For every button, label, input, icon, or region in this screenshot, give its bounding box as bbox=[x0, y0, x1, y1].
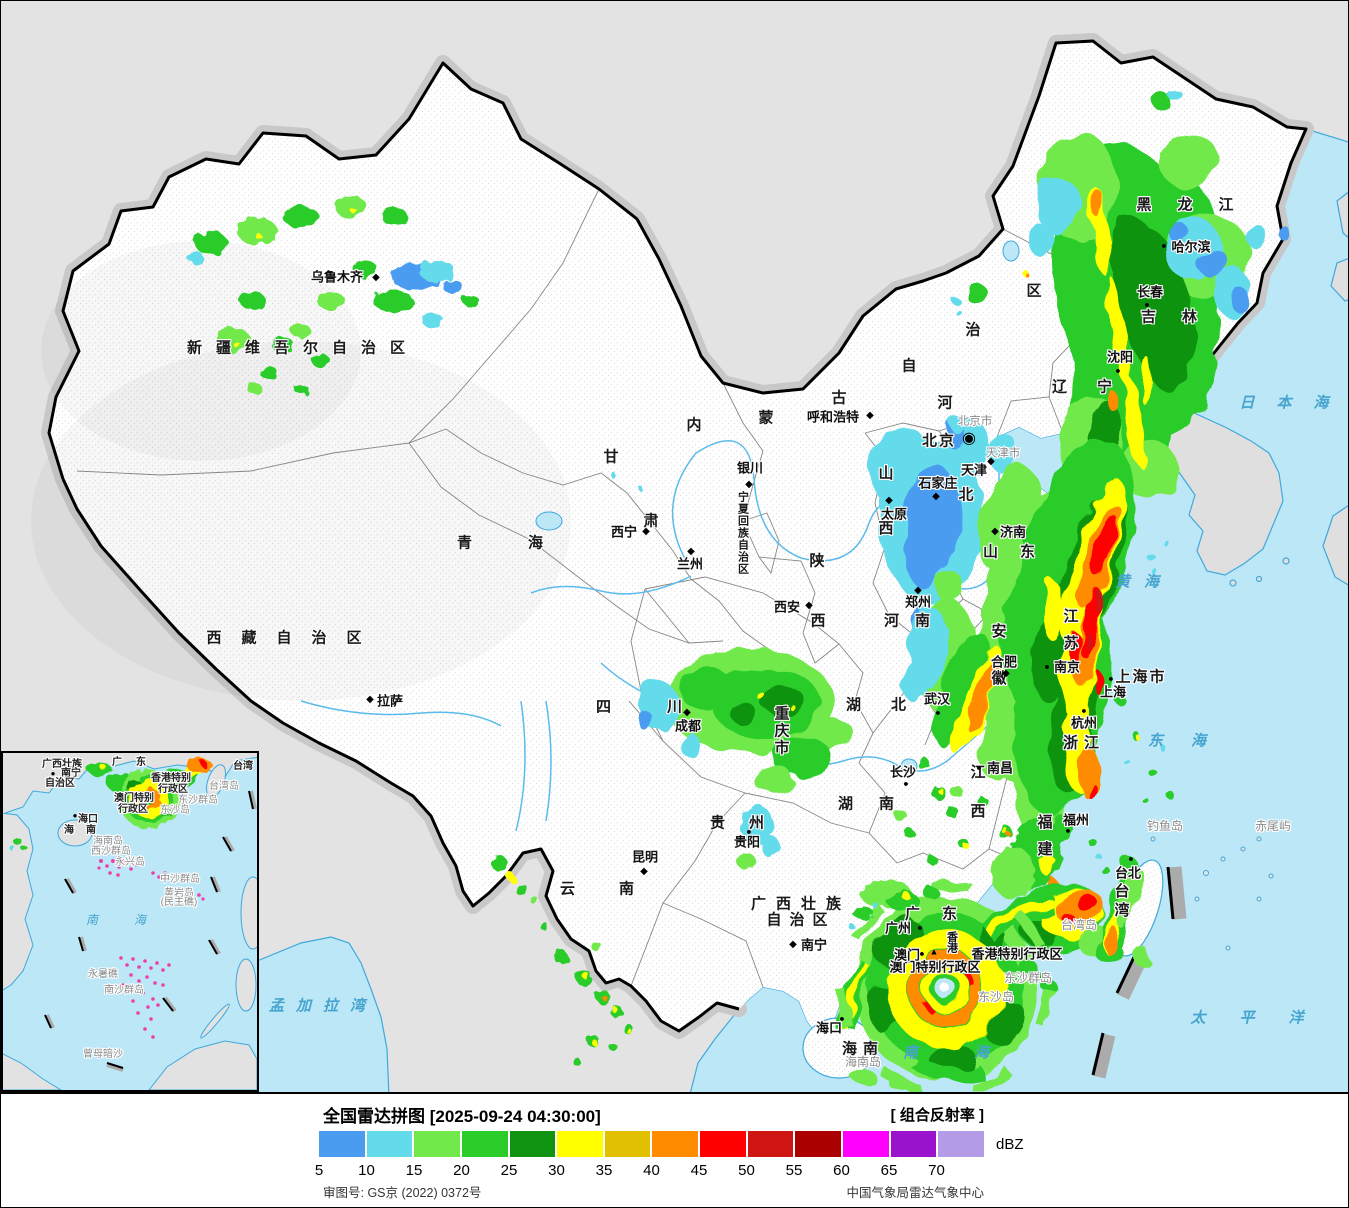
map-approval-number: 审图号: GS京 (2022) 0372号 bbox=[323, 1186, 482, 1200]
dbz-swatch-70 bbox=[938, 1131, 984, 1157]
dbz-swatch-60 bbox=[843, 1131, 889, 1157]
dbz-swatch-25 bbox=[509, 1131, 556, 1157]
radar-echo-guangdong-north bbox=[848, 880, 939, 929]
dbz-tick-labels: 5 10 15 20 25 30 35 40 45 50 55 60 65 70 bbox=[315, 1162, 984, 1180]
dbz-unit-label: dBZ bbox=[996, 1136, 1024, 1153]
japan-land-fragments bbox=[1229, 191, 1348, 587]
dbz-tick-5: 5 bbox=[314, 1162, 324, 1179]
dbz-swatch-65 bbox=[890, 1131, 937, 1157]
inset-island-markers bbox=[97, 859, 205, 1039]
dbz-swatch-35 bbox=[604, 1131, 651, 1157]
radar-echo-guizhou bbox=[736, 805, 780, 869]
legend-panel: 全国雷达拼图 [2025-09-24 04:30:00] [ 组合反射率 ] d… bbox=[1, 1092, 1348, 1207]
dbz-swatch-10 bbox=[366, 1131, 413, 1157]
dbz-tick-10: 10 bbox=[358, 1162, 375, 1179]
dbz-swatch-45 bbox=[700, 1131, 746, 1157]
dbz-tick-55: 55 bbox=[785, 1162, 803, 1179]
dbz-swatch-5 bbox=[319, 1131, 365, 1157]
ryukyu-islands bbox=[1150, 836, 1274, 951]
dbz-tick-15: 15 bbox=[405, 1162, 423, 1179]
radar-echo-henan-hubei bbox=[901, 598, 1014, 781]
radar-echo-fujian bbox=[991, 815, 1110, 899]
dbz-tick-25: 25 bbox=[500, 1162, 518, 1179]
sea-boundary-dashes bbox=[1091, 866, 1187, 1079]
korea-peninsula bbox=[1137, 396, 1284, 576]
china-landmass bbox=[49, 41, 1306, 1037]
dbz-colorbar bbox=[319, 1131, 984, 1157]
inset-svg bbox=[3, 753, 257, 1090]
radar-echo-shandong-jiangsu-band bbox=[977, 441, 1175, 841]
radar-echo-northeast bbox=[949, 91, 1290, 504]
dbz-tick-35: 35 bbox=[595, 1162, 613, 1179]
dbz-swatch-30 bbox=[557, 1131, 603, 1157]
dbz-tick-50: 50 bbox=[738, 1162, 755, 1179]
inset-dash-line bbox=[44, 790, 257, 1072]
radar-echo-xinjiang bbox=[187, 196, 479, 394]
radar-echo-yunnan bbox=[491, 474, 644, 1065]
dbz-tick-65: 65 bbox=[880, 1162, 898, 1179]
dbz-swatch-15 bbox=[414, 1131, 460, 1157]
south-china-sea-inset: 广西壮族 ● 南宁 自治区 广东 台湾 台湾岛 香港特别 行政区 澳门特别 行政区 东沙群岛 东沙岛 ● 海… bbox=[1, 751, 259, 1092]
map-title: 全国雷达拼图 [2025-09-24 04:30:00] bbox=[323, 1107, 601, 1126]
inset-typhoon bbox=[10, 758, 212, 852]
radar-map: 黑龙江 吉林 辽宁内蒙古自治区新疆维吾尔自治区甘肃宁夏回族自治区 青海 西藏自治区 四川重… bbox=[1, 1, 1348, 1092]
credit-label: 中国气象局雷达气象中心 bbox=[846, 1186, 984, 1200]
dbz-swatch-55 bbox=[795, 1131, 842, 1157]
sea-area-bengal bbox=[252, 936, 390, 1092]
dbz-swatch-50 bbox=[747, 1131, 794, 1157]
product-label: [ 组合反射率 ] bbox=[890, 1107, 984, 1124]
radar-echo-typhoon bbox=[837, 880, 1057, 1092]
national-border bbox=[47, 39, 1308, 1033]
dbz-tick-45: 45 bbox=[690, 1162, 708, 1179]
dbz-tick-60: 60 bbox=[833, 1162, 850, 1179]
dbz-swatch-20 bbox=[461, 1131, 508, 1157]
terrain-shade-xinjiang bbox=[41, 241, 361, 461]
dbz-swatch-40 bbox=[652, 1131, 699, 1157]
dbz-tick-20: 20 bbox=[453, 1162, 470, 1179]
radar-map-svg bbox=[1, 1, 1348, 1092]
radar-echo-hebei-shanxi bbox=[871, 418, 1018, 651]
dbz-tick-40: 40 bbox=[643, 1162, 660, 1179]
radar-echo-sichuan-chongqing bbox=[639, 649, 853, 793]
dbz-tick-30: 30 bbox=[548, 1162, 565, 1179]
dbz-tick-70: 70 bbox=[928, 1162, 945, 1179]
